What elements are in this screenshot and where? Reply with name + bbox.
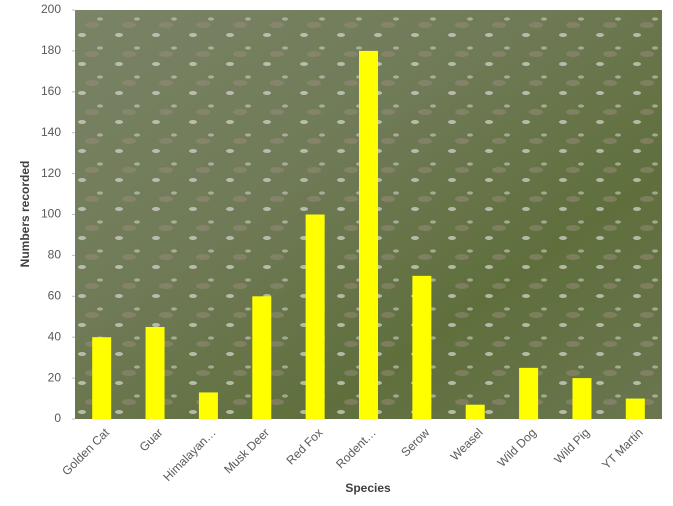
y-tick-label: 160 (41, 84, 61, 98)
bar (305, 214, 325, 419)
bar (572, 378, 592, 419)
bar (412, 275, 432, 419)
x-tick-label: Weasel (448, 425, 486, 463)
y-tick-label: 0 (54, 411, 61, 425)
bar (198, 392, 218, 419)
y-tick-label: 200 (41, 2, 61, 16)
y-tick-label: 40 (48, 329, 62, 343)
bar (465, 404, 485, 419)
bar (519, 367, 539, 419)
y-tick-label: 80 (48, 248, 62, 262)
bar (145, 326, 165, 419)
bar (359, 50, 378, 420)
y-tick-label: 120 (41, 166, 61, 180)
x-tick-label: Wild Dog (495, 425, 539, 469)
x-tick-label: Rodent… (333, 425, 379, 471)
bar (252, 296, 272, 419)
bar (92, 337, 112, 419)
x-tick-label: Red Fox (284, 425, 326, 467)
bar (625, 398, 645, 419)
x-tick-label: YT Martin (599, 425, 646, 472)
y-axis-title: Numbers recorded (18, 161, 32, 268)
x-tick-label: Himalayan… (160, 425, 218, 483)
y-tick-label: 100 (41, 207, 61, 221)
x-tick-label: Guar (137, 425, 166, 454)
x-axis-title: Species (345, 481, 391, 495)
x-tick-label: Golden Cat (59, 425, 112, 478)
y-tick-label: 20 (48, 370, 62, 384)
x-tick-label: Serow (398, 425, 432, 459)
y-tick-label: 140 (41, 125, 61, 139)
x-tick-label: Musk Deer (221, 425, 272, 476)
y-tick-label: 60 (48, 288, 62, 302)
y-tick-label: 180 (41, 43, 61, 57)
x-tick-label: Wild Pig (551, 425, 592, 466)
